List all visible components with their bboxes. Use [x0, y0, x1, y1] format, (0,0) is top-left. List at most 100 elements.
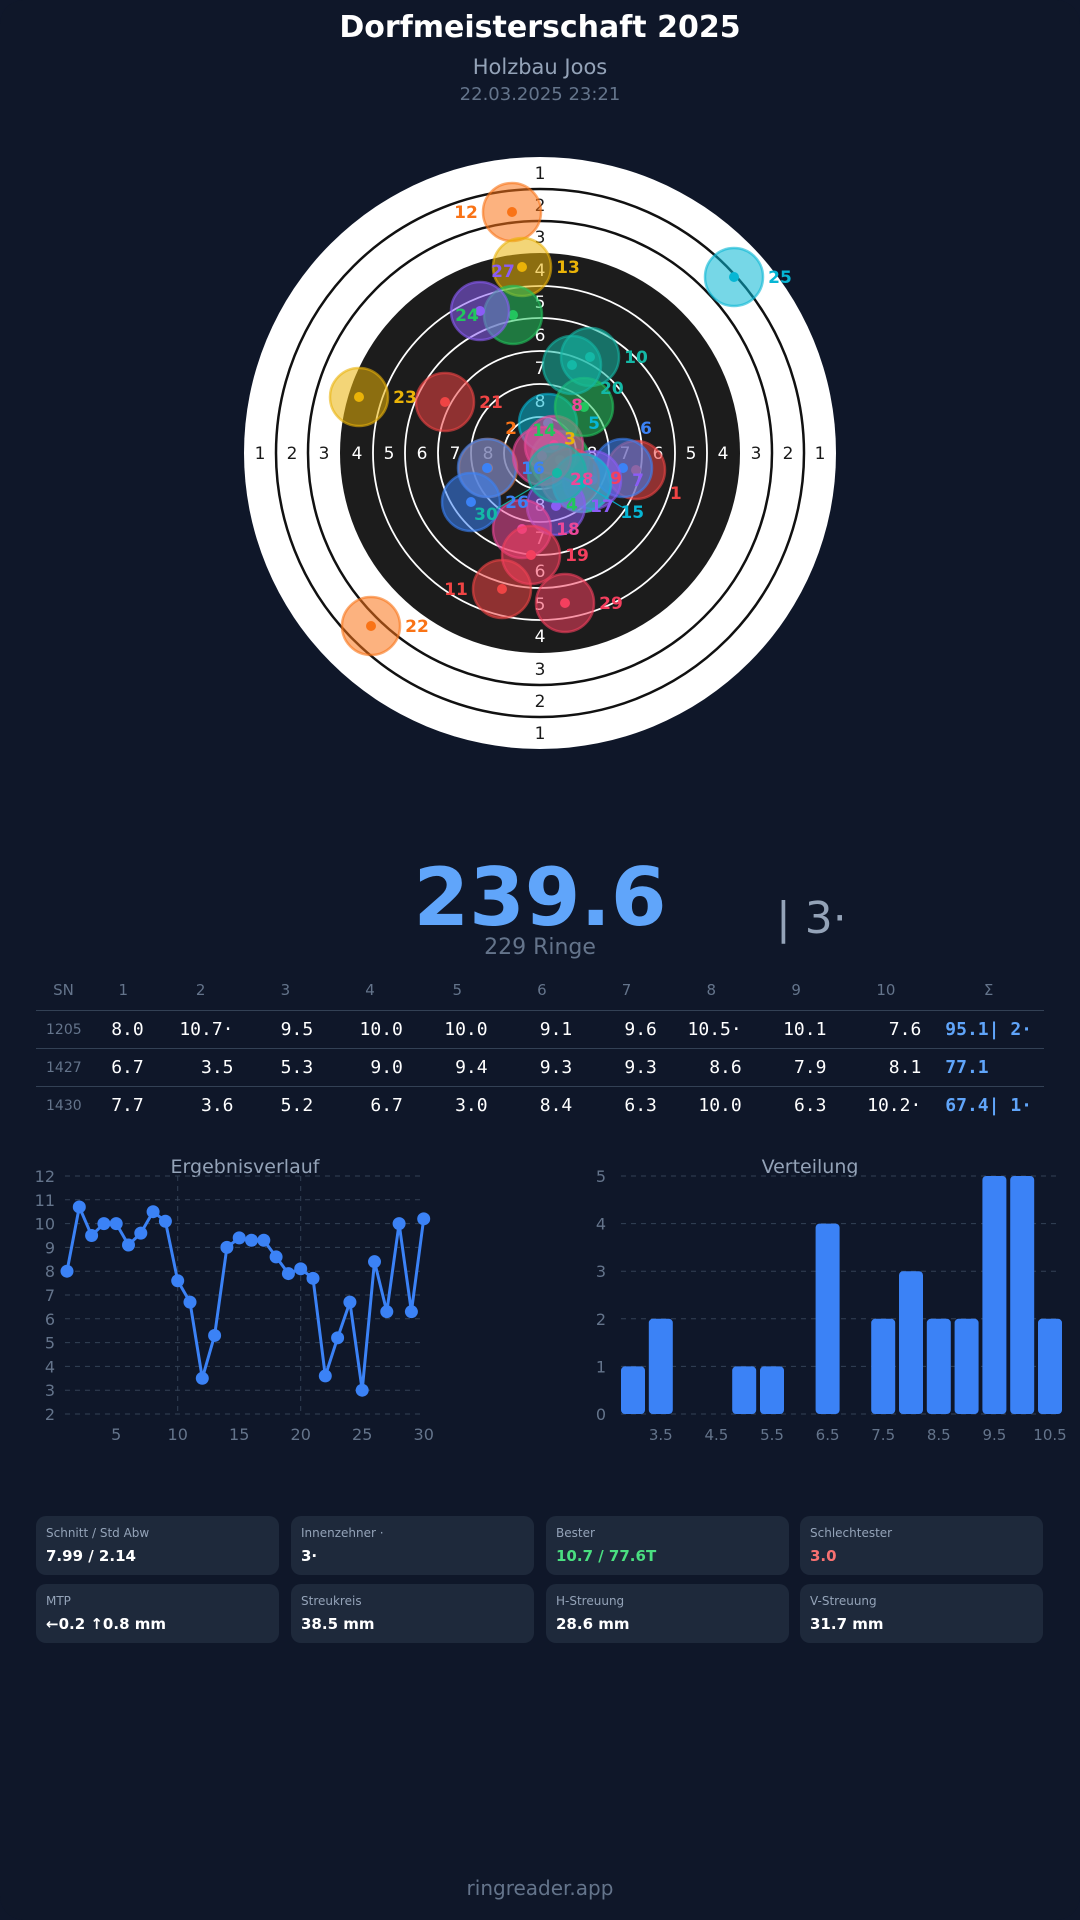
shot-value: 7.6 [838, 1010, 934, 1049]
column-header: 3 [245, 970, 326, 1011]
shot-25[interactable] [703, 246, 765, 308]
page-title: Dorfmeisterschaft 2025 [339, 10, 741, 45]
stat-label: Innenzehner · [301, 1526, 384, 1540]
data-point [232, 1231, 246, 1245]
column-header: 10 [838, 970, 934, 1011]
line-chart-title: Ergebnisverlauf [170, 1156, 320, 1178]
data-point [122, 1238, 135, 1252]
data-point [171, 1274, 185, 1288]
shot-value: 10.0 [414, 1010, 500, 1049]
ring-label: 7 [450, 444, 461, 464]
shot-21[interactable] [414, 371, 476, 433]
shot-number: 8 [571, 396, 583, 416]
series-table: SN 1 2 3 4 5 6 7 8 9 10 Σ 1205 8.0 10.7· 9.5 10.0 10.0 9.… [36, 970, 1044, 1124]
column-header: 2 [155, 970, 246, 1011]
shot-value: 8.4 [539, 1095, 573, 1116]
shot-number: 10 [624, 348, 648, 368]
shot-number: 25 [768, 268, 792, 288]
data-point [331, 1331, 345, 1345]
bar-6.5 [815, 1223, 840, 1414]
shot-22[interactable] [340, 595, 402, 657]
data-point [404, 1305, 418, 1319]
shot-value: 6.7 [90, 1048, 156, 1087]
bar-10.0 [1010, 1176, 1035, 1414]
shot-value: 10.7· [155, 1010, 246, 1049]
stat-label: V-Streuung [810, 1594, 877, 1608]
x-tick-label: 4.5 [704, 1426, 728, 1444]
shot-number: 12 [454, 203, 478, 223]
stat-label: Streukreis [301, 1594, 362, 1608]
line-chart: 2 3 4 5 6 7 8 9 10 11 12 5 10 15 20 25 30 [35, 1167, 434, 1444]
rings-total: 229 Ringe [484, 935, 596, 960]
shot-number: 13 [556, 258, 580, 278]
y-tick-label: 8 [45, 1262, 55, 1281]
stat-value: 38.5 mm [301, 1615, 375, 1633]
shot-number: 11 [444, 580, 468, 600]
series-sum: 67.4| 1· [945, 1095, 1032, 1116]
ring-label: 3 [535, 660, 546, 680]
shot-value: 8.1 [838, 1048, 934, 1087]
ring-label: 2 [535, 692, 546, 712]
shot-number: 27 [491, 262, 515, 282]
column-header: 4 [325, 970, 415, 1011]
shot-26[interactable] [440, 471, 502, 533]
shot-value: 8.0 [90, 1010, 156, 1049]
stat-value: 3.0 [810, 1547, 837, 1565]
shot-number: 1 [670, 484, 682, 504]
data-point [109, 1217, 123, 1231]
shot-number: 23 [393, 388, 417, 408]
bar-3.5 [648, 1318, 673, 1414]
stat-value: 3· [301, 1547, 318, 1565]
shot-27[interactable] [449, 280, 511, 342]
column-header: 6 [499, 970, 585, 1011]
y-tick-label: 2 [596, 1310, 606, 1329]
shot-leader-lines [496, 475, 623, 510]
y-tick-label: 3 [596, 1262, 606, 1281]
table-header: SN 1 2 3 4 5 6 7 8 9 10 Σ [36, 970, 1044, 1011]
data-point [208, 1328, 222, 1342]
shot-number: 26 [505, 493, 529, 513]
y-tick-label: 10 [35, 1215, 55, 1234]
y-tick-label: 5 [45, 1334, 55, 1353]
footer-link[interactable]: ringreader.app [466, 1876, 614, 1900]
bar-8.5 [926, 1318, 951, 1414]
shot-value: 6.3 [793, 1095, 827, 1116]
x-tick-label: 30 [414, 1425, 434, 1444]
series-line [65, 1201, 426, 1391]
shot-20[interactable] [541, 334, 603, 396]
y-tick-label: 2 [45, 1405, 55, 1424]
stat-value: ←0.2 ↑0.8 mm [46, 1615, 166, 1633]
shot-number: 5 [588, 414, 600, 434]
ring-label: 1 [535, 164, 546, 184]
ring-label: 7 [535, 359, 546, 379]
stat-value: 28.6 mm [556, 1615, 630, 1633]
ring-label: 3 [535, 228, 546, 248]
table-row: 1205 8.0 10.7· 9.5 10.0 10.0 9.1 9.6 10.5· 10.1 7.… [36, 1010, 1044, 1049]
shot-number: 2 [505, 419, 517, 439]
ring-label: 4 [718, 444, 729, 464]
shot-value: 6.3 [624, 1095, 657, 1116]
shot-center [466, 497, 476, 507]
shot-number: 20 [600, 379, 624, 399]
bar-5.0 [732, 1366, 757, 1414]
y-tick-label: 0 [596, 1405, 606, 1424]
data-point [85, 1229, 99, 1242]
serial-number: 1427 [36, 1048, 91, 1087]
bar-chart-title: Verteilung [761, 1156, 859, 1178]
stat-value: 10.7 / 77.6T [556, 1547, 657, 1565]
shot-center [517, 262, 527, 272]
stat-label: Schnitt / Std Abw [46, 1526, 150, 1540]
shot-center [507, 207, 517, 217]
x-tick-label: 10 [168, 1425, 188, 1444]
shot-number: 24 [455, 306, 479, 326]
shot-center [508, 310, 518, 320]
shot-value: 3.5 [155, 1048, 246, 1087]
shot-12[interactable] [481, 181, 543, 243]
shot-30[interactable] [526, 442, 588, 504]
shot-23[interactable] [328, 366, 390, 428]
shot-value: 10.0 [698, 1095, 742, 1116]
inner-tens-count: | 3· [776, 893, 847, 944]
ring-label: 5 [686, 444, 697, 464]
shot-19[interactable] [500, 524, 562, 586]
shot-29[interactable] [534, 572, 596, 634]
